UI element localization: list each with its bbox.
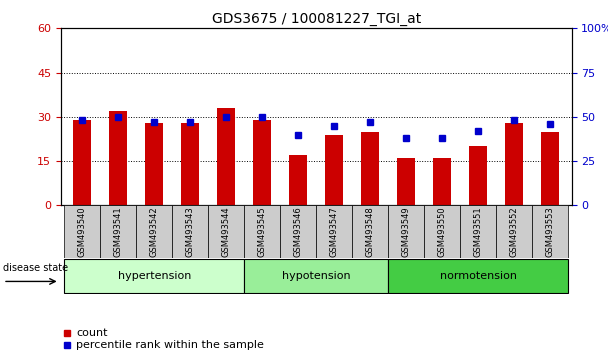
- Bar: [460, 205, 496, 258]
- Text: GSM493550: GSM493550: [438, 206, 446, 257]
- Bar: [505, 123, 523, 205]
- Text: hypertension: hypertension: [117, 271, 191, 281]
- Bar: [325, 135, 343, 205]
- Text: GSM493549: GSM493549: [401, 206, 410, 257]
- Bar: [244, 259, 388, 293]
- Bar: [74, 120, 91, 205]
- Text: GSM493544: GSM493544: [222, 206, 231, 257]
- Bar: [469, 146, 487, 205]
- Bar: [253, 120, 271, 205]
- Text: disease state: disease state: [3, 263, 68, 273]
- Bar: [145, 123, 164, 205]
- Bar: [209, 205, 244, 258]
- Text: count: count: [76, 327, 108, 338]
- Bar: [397, 158, 415, 205]
- Text: GSM493551: GSM493551: [474, 206, 483, 257]
- Text: GSM493552: GSM493552: [510, 206, 519, 257]
- Text: GSM493542: GSM493542: [150, 206, 159, 257]
- Bar: [541, 132, 559, 205]
- Text: GSM493543: GSM493543: [186, 206, 195, 257]
- Bar: [136, 205, 172, 258]
- Bar: [361, 132, 379, 205]
- Bar: [352, 205, 388, 258]
- Bar: [217, 108, 235, 205]
- Text: GSM493553: GSM493553: [545, 206, 554, 257]
- Bar: [388, 205, 424, 258]
- Bar: [172, 205, 209, 258]
- Text: GSM493547: GSM493547: [330, 206, 339, 257]
- Text: GSM493546: GSM493546: [294, 206, 303, 257]
- Bar: [244, 205, 280, 258]
- Bar: [388, 259, 568, 293]
- Bar: [532, 205, 568, 258]
- Bar: [64, 205, 100, 258]
- Text: GSM493548: GSM493548: [365, 206, 375, 257]
- Text: percentile rank within the sample: percentile rank within the sample: [76, 340, 264, 350]
- Bar: [496, 205, 532, 258]
- Text: GSM493545: GSM493545: [258, 206, 267, 257]
- Bar: [109, 111, 127, 205]
- Text: normotension: normotension: [440, 271, 517, 281]
- Bar: [181, 123, 199, 205]
- Bar: [289, 155, 307, 205]
- Bar: [280, 205, 316, 258]
- Bar: [64, 259, 244, 293]
- Bar: [433, 158, 451, 205]
- Text: GSM493540: GSM493540: [78, 206, 87, 257]
- Text: GSM493541: GSM493541: [114, 206, 123, 257]
- Bar: [424, 205, 460, 258]
- Text: hypotension: hypotension: [282, 271, 350, 281]
- Title: GDS3675 / 100081227_TGI_at: GDS3675 / 100081227_TGI_at: [212, 12, 421, 26]
- Bar: [100, 205, 136, 258]
- Bar: [316, 205, 352, 258]
